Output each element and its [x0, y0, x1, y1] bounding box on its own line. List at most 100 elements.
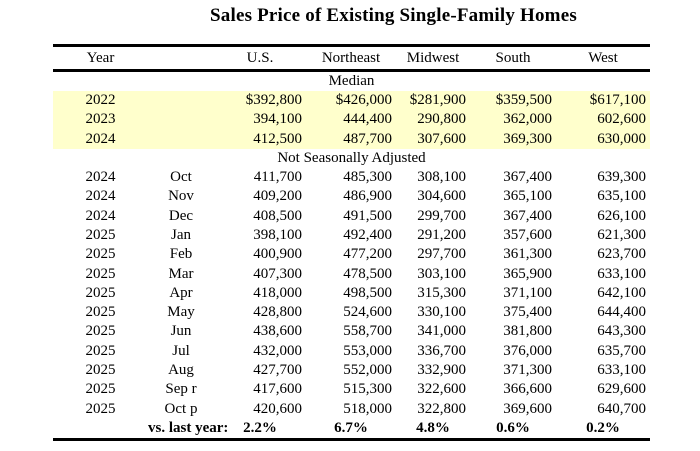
nsa-section-row: Not Seasonally Adjusted	[53, 149, 650, 168]
year-cell: 2024	[85, 130, 116, 147]
year-cell: 2025	[85, 304, 116, 321]
page-title: Sales Price of Existing Single-Family Ho…	[210, 5, 577, 26]
table-row: 2025 Apr 418,000 498,500 315,300 371,100 642,1…	[53, 284, 650, 303]
col-header-south: South	[470, 45, 556, 72]
value-cell: 365,100	[503, 188, 552, 205]
month-cell: May	[167, 304, 195, 321]
value-cell: 367,400	[503, 207, 552, 224]
value-cell: $426,000	[335, 92, 392, 109]
value-cell: 553,000	[343, 342, 392, 359]
nsa-section-label: Not Seasonally Adjusted	[277, 149, 426, 166]
table-row: 2025 Mar 407,300 478,500 303,100 365,900 633,1…	[53, 264, 650, 283]
month-cell: Mar	[168, 265, 194, 282]
table-row: 2025 Sep r 417,600 515,300 322,600 366,600 629…	[53, 380, 650, 399]
value-cell: 291,200	[417, 226, 466, 243]
year-cell: 2022	[85, 92, 116, 109]
value-cell: 299,700	[417, 207, 466, 224]
vs-value-south: 0.6%	[496, 419, 530, 436]
year-cell: 2025	[85, 284, 116, 301]
table-row: 2025 Oct p 420,600 518,000 322,800 369,600 640…	[53, 399, 650, 418]
table-row: 2024 Nov 409,200 486,900 304,600 365,100 635,1…	[53, 187, 650, 206]
value-cell: 623,700	[597, 246, 646, 263]
table-row: 2025 Jun 438,600 558,700 341,000 381,800 643,3…	[53, 322, 650, 341]
vs-value-west: 0.2%	[586, 419, 620, 436]
year-cell: 2024	[85, 188, 116, 205]
value-cell: 417,600	[253, 381, 302, 398]
month-cell: Dec	[168, 207, 194, 224]
value-cell: 369,600	[503, 400, 552, 417]
year-cell: 2025	[85, 342, 116, 359]
value-cell: 375,400	[503, 304, 552, 321]
value-cell: 290,800	[417, 111, 466, 128]
month-cell	[148, 110, 214, 129]
value-cell: 330,100	[417, 304, 466, 321]
table-row: 2025 May 428,800 524,600 330,100 375,400 644,4…	[53, 303, 650, 322]
value-cell: 408,500	[253, 207, 302, 224]
year-cell: 2024	[85, 207, 116, 224]
year-cell: 2025	[85, 323, 116, 340]
vs-value-midwest: 4.8%	[416, 419, 450, 436]
value-cell: 367,400	[503, 169, 552, 186]
col-header-month	[148, 45, 214, 72]
month-cell: Jun	[170, 323, 192, 340]
value-cell: $392,800	[245, 92, 302, 109]
value-cell: 315,300	[417, 284, 466, 301]
value-cell: 491,500	[343, 207, 392, 224]
col-header-year: Year	[53, 45, 148, 72]
value-cell: 515,300	[343, 381, 392, 398]
value-cell: 477,200	[343, 246, 392, 263]
year-cell: 2025	[85, 400, 116, 417]
value-cell: 371,300	[503, 362, 552, 378]
value-cell: 336,700	[417, 342, 466, 359]
month-cell: Jan	[171, 226, 191, 243]
value-cell: 357,600	[503, 226, 552, 243]
vs-value-us: 2.2%	[243, 419, 277, 436]
year-cell: 2025	[85, 226, 116, 243]
value-cell: 552,000	[343, 362, 392, 378]
value-cell: 492,400	[343, 226, 392, 243]
value-cell: 376,000	[503, 342, 552, 359]
month-cell: Jul	[172, 342, 190, 359]
year-cell: 2025	[85, 265, 116, 282]
month-cell: Oct	[170, 169, 192, 186]
value-cell: 626,100	[597, 207, 646, 224]
value-cell: 322,800	[417, 400, 466, 417]
header-row: Year U.S. Northeast Midwest South West	[53, 45, 650, 72]
value-cell: 487,700	[343, 130, 392, 147]
vs-last-year-label: vs. last year:	[148, 419, 229, 436]
value-cell: 558,700	[343, 323, 392, 340]
empty-cell	[53, 419, 148, 440]
table-row: 2025 Feb 400,900 477,200 297,700 361,300 623,7…	[53, 245, 650, 264]
value-cell: 297,700	[417, 246, 466, 263]
month-cell	[148, 91, 214, 110]
value-cell: 633,100	[597, 362, 646, 378]
value-cell: 365,900	[503, 265, 552, 282]
value-cell: 630,000	[597, 130, 646, 147]
month-cell: Apr	[169, 284, 193, 301]
year-cell: 2023	[85, 111, 116, 128]
value-cell: 635,700	[597, 342, 646, 359]
value-cell: 486,900	[343, 188, 392, 205]
table-row: 2024 Oct 411,700 485,300 308,100 367,400 639,3…	[53, 168, 650, 187]
col-header-midwest: Midwest	[396, 45, 470, 72]
value-cell: 602,600	[597, 111, 646, 128]
value-cell: 427,700	[253, 362, 302, 378]
median-rows: 2022 $392,800 $426,000 $281,900 $359,500 $617…	[53, 91, 650, 149]
value-cell: 518,000	[343, 400, 392, 417]
value-cell: 411,700	[253, 169, 302, 186]
month-cell: Feb	[169, 246, 193, 263]
value-cell: 308,100	[417, 169, 466, 186]
value-cell: 629,600	[597, 381, 646, 398]
value-cell: 332,900	[417, 362, 466, 378]
value-cell: 361,300	[503, 246, 552, 263]
median-section-label: Median	[328, 73, 375, 89]
vs-value-northeast: 6.7%	[334, 419, 368, 436]
value-cell: 640,700	[597, 400, 646, 417]
value-cell: 362,000	[503, 111, 552, 128]
value-cell: 633,100	[597, 265, 646, 282]
year-cell: 2025	[85, 362, 116, 378]
value-cell: 341,000	[417, 323, 466, 340]
value-cell: 644,400	[597, 304, 646, 321]
table-row: 2025 Jan 398,100 492,400 291,200 357,600 621,3…	[53, 226, 650, 245]
value-cell: 642,100	[597, 284, 646, 301]
